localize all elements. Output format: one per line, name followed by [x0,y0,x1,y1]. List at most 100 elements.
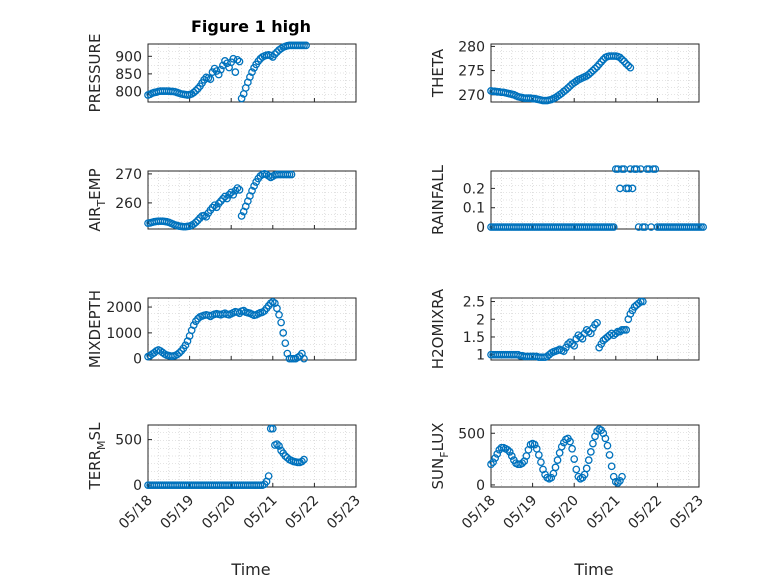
data-point [634,299,643,308]
data-point [208,203,217,212]
data-point [555,449,564,457]
x-tick-label: 05/21 [584,493,624,533]
data-point [248,186,256,195]
data-point [223,59,231,68]
data-point [553,456,562,464]
y-tick-label: 800 [115,84,142,100]
data-point [624,184,633,193]
data-point [191,86,200,95]
data-point [300,455,308,464]
y-tick-label: 260 [115,196,142,212]
y-tick-label: 1.5 [463,330,485,346]
subplot-theta: 270 275 280 THETA [429,39,700,105]
data-point [233,184,242,192]
data-point [191,218,200,227]
data-point [601,434,610,443]
data-point [210,201,219,210]
data-point [616,53,624,62]
data-point [568,444,576,453]
data-point [268,424,277,433]
data-point [622,326,631,334]
data-point [591,320,599,329]
axes-box [147,43,357,103]
data-point [302,41,310,50]
data-point [584,456,593,464]
subplot-h2omixra: 1 1.5 22.5 H2OMIXRA [429,288,700,369]
y-tick-label: 1000 [106,326,142,342]
data-point [229,190,238,199]
data-point [273,440,281,448]
data-point [564,84,572,92]
data-point [505,448,514,456]
data-point [570,455,579,463]
y-tick-label: 2000 [106,300,142,316]
data-point [281,339,290,348]
data-point [216,197,225,206]
data-point [227,188,236,197]
x-tick-label: 05/21 [241,493,281,533]
data-point [534,451,543,459]
data-point [582,464,591,473]
axes-box [490,424,700,488]
data-point [491,454,500,462]
y-tick-label: 270 [458,88,485,104]
y-tick-label: 0 [476,220,485,236]
y-axis-label: THETA [429,48,447,98]
data-point [279,329,288,337]
data-point [206,75,215,84]
data-point [225,190,233,199]
data-point [287,170,296,179]
data-point [221,192,229,201]
y-tick-label: 1 [476,348,485,364]
data-point [591,64,599,73]
data-point [614,479,622,487]
x-tick-label: 05/18 [459,493,499,533]
data-point [231,68,240,76]
subplot-sun_flux: 0 500 05/18 05/19 05/20 05/21 05/22 05/23 SUNFLU… [429,423,707,533]
data-point [607,462,616,471]
data-point [572,465,581,474]
data-point [271,50,279,59]
data-point [589,66,597,75]
x-tick-label: 05/20 [542,493,582,533]
axes-box [147,297,357,361]
y-axis-label: TERRMSL [86,422,108,491]
x-tick-label: 05/20 [199,493,239,533]
data-point [219,194,227,203]
data-point [651,165,660,173]
data-point [551,463,560,472]
data-point [622,59,631,68]
y-tick-label: 2 [476,312,485,328]
x-tick-label: 05/22 [282,493,322,533]
x-axis-label-right: Time [573,560,613,579]
data-point [189,220,198,228]
axes-box [490,297,700,361]
subplot-air_temp: 260 270 AIRTEMP [86,167,357,232]
subplot-terr_msl: 0 500 05/18 05/19 05/20 05/21 05/22 05/23 TERRMS… [86,422,364,532]
data-point [547,473,556,482]
y-axis-label: AIRTEMP [86,168,108,231]
figure-title: Figure 1 high [191,17,311,36]
data-point [503,445,512,454]
y-tick-label: 900 [115,49,142,65]
data-point [632,165,641,173]
data-point [562,86,570,94]
y-tick-label: 500 [458,426,485,442]
x-tick-label: 05/23 [324,493,364,533]
data-point [237,94,246,103]
data-point [618,55,626,64]
y-tick-label: 280 [458,39,485,55]
data-point [239,306,248,315]
data-point [699,223,708,231]
data-point [616,476,624,485]
y-tick-label: 0 [133,478,142,494]
subplot-rainfall: 0 0.1 0.2 RAINFALL [429,164,708,236]
data-point [273,304,281,313]
x-tick-label: 05/23 [667,493,707,533]
data-point [212,203,221,212]
data-point [298,457,306,466]
data-point [605,451,614,459]
y-tick-label: 0 [476,478,485,494]
data-point [586,68,595,77]
